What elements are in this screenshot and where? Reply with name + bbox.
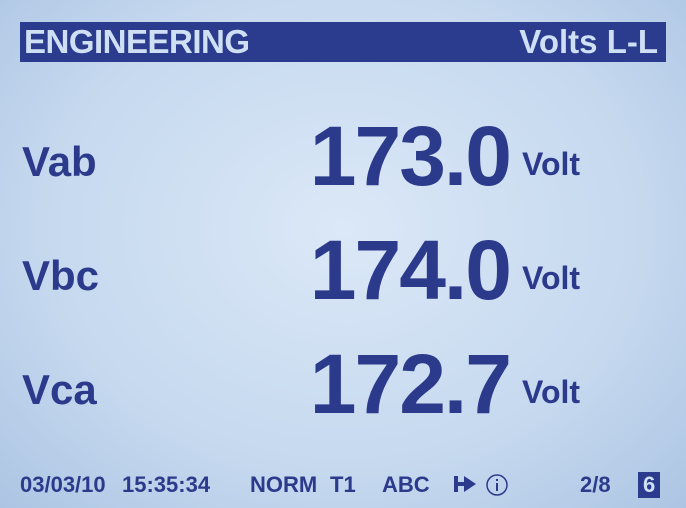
date: 03/03/10 xyxy=(20,472,106,497)
mode: NORM xyxy=(250,472,318,497)
reading-value: 172.7 xyxy=(309,337,512,431)
page-indicator: 2/8 xyxy=(580,472,611,497)
arrow-icon xyxy=(454,476,476,492)
status-bar: 03/03/10 15:35:34 NORM T1 ABC 2/8 6 xyxy=(20,470,670,500)
info-icon xyxy=(486,474,508,496)
tariff: T1 xyxy=(330,472,356,497)
reading-label: Vca xyxy=(22,366,97,413)
reading-value: 173.0 xyxy=(309,109,512,203)
reading-row: Vca 172.7 Volt xyxy=(0,336,686,436)
reading-row: Vab 173.0 Volt xyxy=(0,108,686,208)
time: 15:35:34 xyxy=(122,472,211,497)
header-bar: ENGINEERING Volts L-L xyxy=(20,22,666,62)
screen-title: ENGINEERING xyxy=(24,23,250,60)
phase: ABC xyxy=(382,472,430,497)
reading-unit: Volt xyxy=(522,374,581,410)
reading-unit: Volt xyxy=(522,260,581,296)
reading-label: Vbc xyxy=(22,252,100,299)
reading-row: Vbc 174.0 Volt xyxy=(0,222,686,322)
reading-value: 174.0 xyxy=(309,223,512,317)
mode-label: Volts L-L xyxy=(519,23,658,60)
reading-unit: Volt xyxy=(522,146,581,182)
reading-label: Vab xyxy=(22,138,97,185)
screen-number: 6 xyxy=(638,472,661,498)
